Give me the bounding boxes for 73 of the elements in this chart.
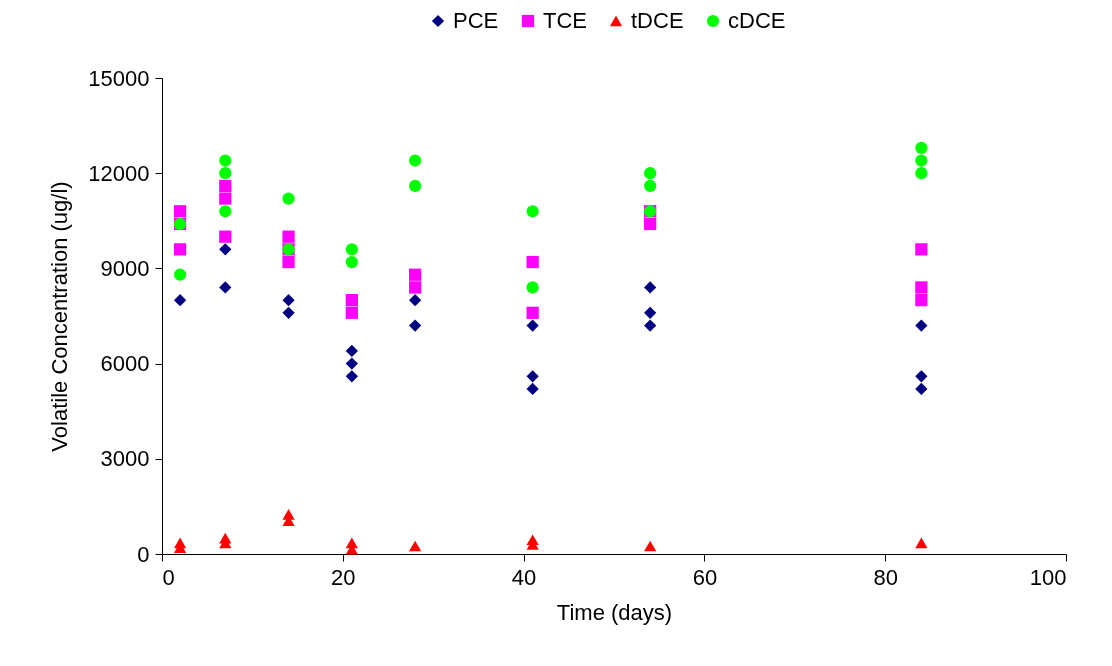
- point: [409, 281, 422, 294]
- legend-label: cDCE: [728, 8, 786, 33]
- point: [409, 154, 422, 167]
- point: [644, 319, 657, 332]
- point: [409, 540, 422, 552]
- legend-label: tDCE: [631, 8, 684, 33]
- legend-label: TCE: [543, 8, 587, 33]
- y-tick-label: 9000: [100, 255, 150, 281]
- x-tick-label: 80: [873, 564, 898, 590]
- y-tick-label: 15000: [88, 65, 150, 91]
- point: [644, 540, 657, 552]
- point: [409, 268, 422, 281]
- point: [173, 205, 187, 218]
- x-tick-label: 0: [162, 564, 175, 590]
- point: [526, 306, 539, 319]
- point: [345, 294, 358, 307]
- y-tick-label: 6000: [100, 351, 150, 377]
- point: [915, 370, 928, 383]
- point: [915, 281, 928, 294]
- point: [644, 167, 657, 180]
- point: [219, 154, 232, 167]
- point: [219, 243, 232, 256]
- y-tick-label: 0: [137, 541, 150, 567]
- x-axis-title: Time (days): [556, 599, 673, 625]
- point: [915, 154, 928, 167]
- point: [915, 294, 928, 307]
- legend-label: PCE: [453, 8, 499, 33]
- point: [219, 167, 232, 180]
- point: [526, 281, 539, 294]
- point: [345, 357, 358, 370]
- point: [915, 243, 928, 256]
- y-tick-label: 12000: [88, 160, 150, 186]
- point: [409, 179, 422, 193]
- x-tick-label: 100: [1029, 564, 1067, 590]
- point: [915, 537, 928, 549]
- point: [409, 319, 422, 332]
- point: [345, 243, 358, 256]
- point: [526, 205, 539, 218]
- point: [915, 319, 928, 332]
- point: [219, 281, 232, 294]
- point: [644, 179, 657, 193]
- point: [345, 370, 358, 383]
- point: [345, 344, 358, 358]
- point: [282, 230, 295, 243]
- point: [282, 306, 295, 319]
- point: [526, 370, 539, 383]
- point: [173, 268, 187, 281]
- point: [219, 230, 232, 243]
- point: [173, 243, 187, 256]
- point: [173, 294, 187, 307]
- x-tick-label: 60: [692, 564, 718, 590]
- y-tick-label: 3000: [100, 446, 150, 472]
- point: [219, 179, 232, 193]
- point: [526, 319, 539, 332]
- point: [345, 255, 358, 269]
- x-tick-label: 40: [511, 564, 537, 590]
- point: [526, 382, 539, 396]
- point: [409, 294, 422, 307]
- point: [282, 255, 295, 269]
- x-tick-label: 20: [331, 564, 356, 590]
- point: [345, 306, 358, 319]
- point: [644, 217, 657, 231]
- point: [219, 192, 232, 205]
- point: [526, 255, 539, 269]
- point: [219, 205, 232, 218]
- point: [282, 294, 295, 307]
- point: [644, 306, 657, 319]
- point: [915, 382, 928, 396]
- point: [915, 167, 928, 180]
- y-axis-title: Volatile Concentration (ug/l): [47, 181, 73, 452]
- point: [915, 141, 928, 154]
- point: [644, 281, 657, 294]
- point: [282, 192, 295, 205]
